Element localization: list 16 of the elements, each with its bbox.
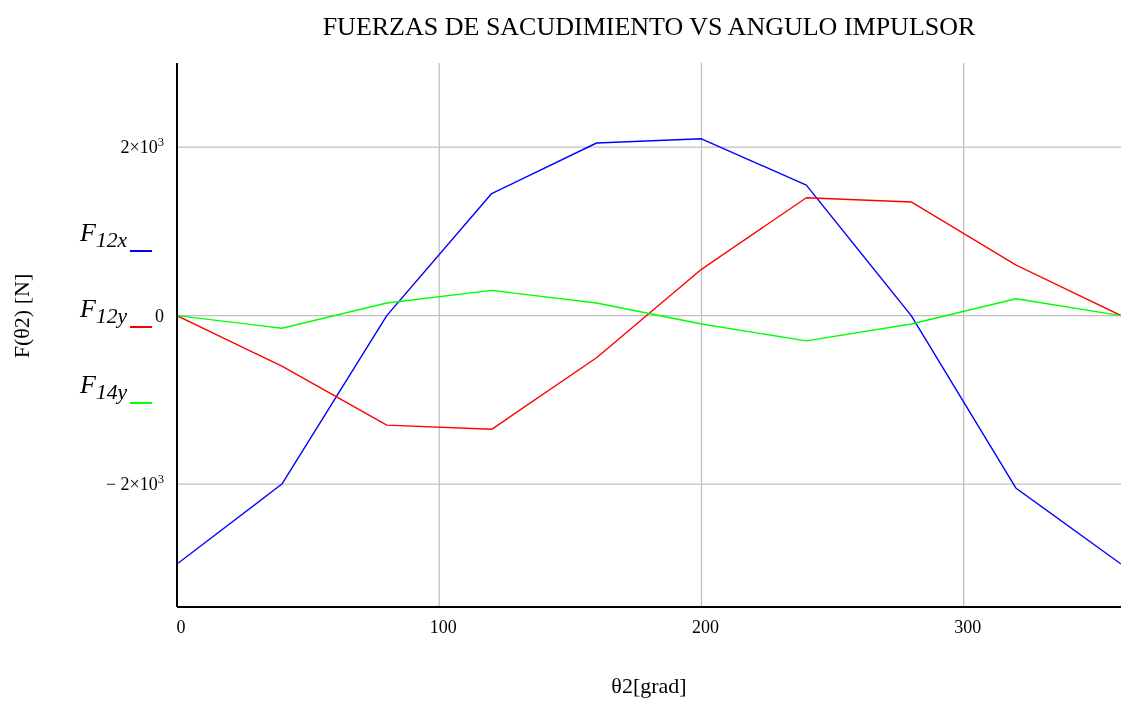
line-series bbox=[177, 289, 1121, 342]
legend-label: F$_{14y}$ bbox=[80, 369, 128, 406]
y-tick-label: 0 bbox=[155, 305, 164, 326]
x-tick-label: 100 bbox=[429, 617, 457, 637]
legend-label: F$_{12y}$ bbox=[80, 293, 128, 330]
x-tick-label: 200 bbox=[691, 617, 719, 637]
legend-label: F$_{12x}$ bbox=[80, 217, 128, 254]
chart-title: FUERZAS DE SACUDIMIENTO VS ANGULO IMPULSOR bbox=[321, 12, 977, 42]
x-tick-label: 0 bbox=[176, 617, 186, 637]
line-series bbox=[177, 197, 1121, 431]
y-tick-label: − 2×10$^{3}$ bbox=[105, 472, 164, 495]
x-tick-label: 300 bbox=[954, 617, 982, 637]
y-axis-title: F(θ2) [N] bbox=[9, 273, 35, 359]
x-axis-title: θ2[grad] bbox=[610, 673, 688, 699]
y-tick-label: 2×10$^{3}$ bbox=[120, 135, 164, 158]
line-series bbox=[177, 138, 1121, 565]
